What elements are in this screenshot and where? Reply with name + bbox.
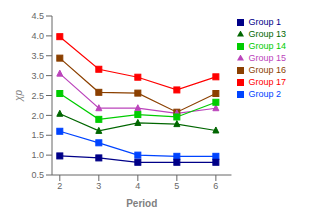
- svg-text:3.0: 3.0: [31, 71, 44, 81]
- svg-text:4.5: 4.5: [31, 11, 44, 21]
- svg-text:3.5: 3.5: [31, 51, 44, 61]
- svg-text:1.0: 1.0: [31, 150, 44, 160]
- svg-text:Period: Period: [126, 198, 157, 209]
- html-text:Group 17: Group 17: [248, 77, 286, 87]
- svg-text:1.5: 1.5: [31, 130, 44, 140]
- svg-text:2: 2: [57, 181, 62, 191]
- svg-text:3: 3: [96, 181, 101, 191]
- html-text:Group 13: Group 13: [248, 29, 286, 39]
- svg-text:χp: χp: [13, 90, 24, 102]
- svg-text:4.0: 4.0: [31, 31, 44, 41]
- svg-text:2.0: 2.0: [31, 111, 44, 121]
- svg-text:4: 4: [135, 181, 140, 191]
- html-text:Group 16: Group 16: [248, 65, 286, 75]
- html-text:Group 15: Group 15: [248, 53, 286, 63]
- svg-text:0.5: 0.5: [31, 170, 44, 180]
- svg-text:2.5: 2.5: [31, 91, 44, 101]
- html-text:Group 1: Group 1: [248, 17, 281, 27]
- svg-text:6: 6: [213, 181, 218, 191]
- html-text:Group 2: Group 2: [248, 89, 281, 99]
- svg-text:5: 5: [174, 181, 179, 191]
- html-text:Group 14: Group 14: [248, 41, 286, 51]
